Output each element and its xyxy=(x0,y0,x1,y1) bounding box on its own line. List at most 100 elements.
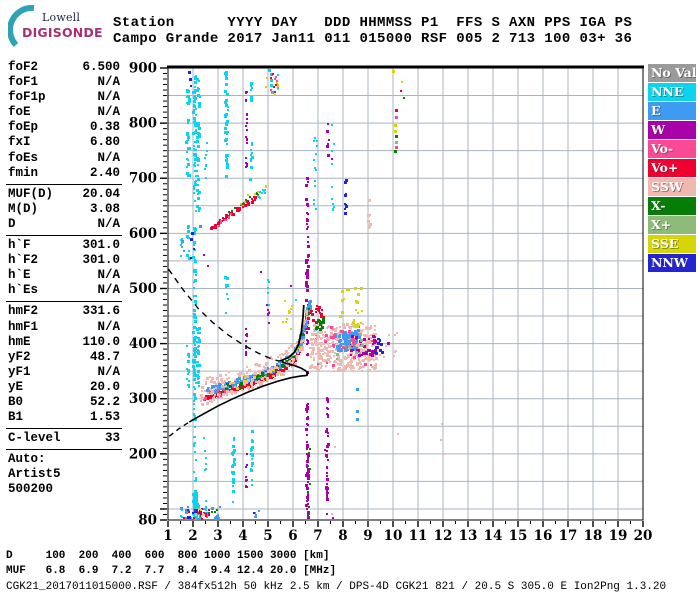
svg-text:5: 5 xyxy=(263,528,272,544)
param-label: foF2 xyxy=(8,60,39,74)
param-row-b1: B1 1.53 xyxy=(6,410,122,425)
svg-text:20: 20 xyxy=(634,528,653,544)
svg-text:7: 7 xyxy=(313,528,322,544)
param-value: N/A xyxy=(97,364,120,379)
param-label: foEp xyxy=(8,120,39,135)
legend-item-x-: X- xyxy=(648,197,696,215)
svg-text:900: 900 xyxy=(129,61,157,77)
svg-text:15: 15 xyxy=(509,528,528,544)
svg-text:4: 4 xyxy=(238,528,247,544)
param-label: yF2 xyxy=(8,349,31,364)
legend-item-ssw: SSW xyxy=(648,178,696,196)
param-label: M(D) xyxy=(8,201,39,216)
param-row-clevel: C-level 33 xyxy=(6,431,122,446)
param-row-yf2: yF2 48.7 xyxy=(6,350,122,365)
param-value: 301.0 xyxy=(82,238,120,253)
d-muf-table: D 100 200 400 600 800 1000 1500 3000 [km… xyxy=(6,549,336,578)
param-row-foe: foE N/A xyxy=(6,105,122,120)
param-value: 6.500 xyxy=(82,60,120,74)
param-label: 500200 xyxy=(8,482,54,497)
svg-text:12: 12 xyxy=(434,528,453,544)
svg-text:17: 17 xyxy=(559,528,578,544)
param-value: N/A xyxy=(97,150,120,165)
param-value: N/A xyxy=(97,268,120,283)
svg-text:9: 9 xyxy=(363,528,372,544)
header-values: Campo Grande 2017 Jan11 011 015000 RSF 0… xyxy=(113,31,633,47)
param-label: MUF(D) xyxy=(8,186,54,201)
param-value: 3.08 xyxy=(89,201,120,216)
param-row-fxi: fxI 6.80 xyxy=(6,135,122,150)
legend-item-nnw: NNW xyxy=(648,254,696,272)
param-row-b0: B0 52.2 xyxy=(6,395,122,410)
svg-text:8: 8 xyxy=(338,528,347,544)
svg-text:400: 400 xyxy=(129,336,157,352)
param-row-d: D N/A xyxy=(6,217,122,232)
param-value: 1.53 xyxy=(89,410,120,425)
svg-text:3: 3 xyxy=(213,528,222,544)
svg-text:200: 200 xyxy=(129,446,157,462)
param-value: 20.04 xyxy=(82,186,120,201)
svg-text:300: 300 xyxy=(129,391,157,407)
svg-text:11: 11 xyxy=(409,528,428,544)
svg-text:13: 13 xyxy=(459,528,478,544)
svg-text:600: 600 xyxy=(129,226,157,242)
param-row-fof1: foF1 N/A xyxy=(6,75,122,90)
header-column-labels: Station YYYY DAY DDD HHMMSS P1 FFS S AXN… xyxy=(113,15,633,31)
param-label: foF1p xyxy=(8,90,46,105)
param-value: N/A xyxy=(97,319,120,334)
svg-text:19: 19 xyxy=(609,528,628,544)
svg-text:1: 1 xyxy=(163,528,172,544)
param-row-yf1: yF1 N/A xyxy=(6,365,122,380)
param-label: h`Es xyxy=(8,283,39,298)
curve-true-height-profile xyxy=(188,361,310,423)
param-label: Auto: xyxy=(8,452,46,467)
param-row-fof1p: foF1p N/A xyxy=(6,90,122,105)
param-value: 6.80 xyxy=(89,135,120,150)
param-label: yF1 xyxy=(8,364,31,379)
parameter-group: Auto: Artist5 500200 xyxy=(6,449,122,500)
param-label: hmF2 xyxy=(8,304,39,319)
param-row-foes: foEs N/A xyxy=(6,151,122,166)
param-value: 20.0 xyxy=(89,379,120,394)
param-value: N/A xyxy=(97,90,120,105)
param-row-hmf2: hmF2 331.6 xyxy=(6,304,122,319)
svg-text:16: 16 xyxy=(534,528,553,544)
param-label: foEs xyxy=(8,150,39,165)
param-row-fmin: fmin 2.40 xyxy=(6,166,122,181)
parameter-panel: foF2 6.500 foF1 N/A foF1p N/A foE N/A foEp 0.38 fx… xyxy=(6,58,122,501)
legend-item-e: E xyxy=(648,102,696,120)
param-row-he: h`E N/A xyxy=(6,268,122,283)
param-label: h`F xyxy=(8,238,31,253)
parameter-group: foF2 6.500 foF1 N/A foF1p N/A foE N/A foEp 0.38 fx… xyxy=(6,58,122,184)
param-value: N/A xyxy=(97,105,120,120)
param-row-hme: hmE 110.0 xyxy=(6,335,122,350)
param-label: B0 xyxy=(8,394,24,409)
param-label: B1 xyxy=(8,410,24,425)
param-label: fxI xyxy=(8,135,31,150)
direction-legend: No Val NNE E W Vo- Vo+ SSW X- X+ SSE NNW xyxy=(648,64,696,273)
param-row-auto: Auto: xyxy=(6,452,122,467)
param-label: C-level xyxy=(8,431,61,446)
legend-item-vo+: Vo+ xyxy=(648,159,696,177)
param-value: 52.2 xyxy=(89,394,120,409)
param-value: 0.38 xyxy=(89,120,120,135)
param-row-fof2: foF2 6.500 xyxy=(6,60,122,75)
logo-digisonde-text: DIGISONDE xyxy=(22,25,103,40)
param-label: hmE xyxy=(8,334,31,349)
param-label: hmF1 xyxy=(8,319,39,334)
curve-hmF-dashed-asymptote xyxy=(168,268,280,362)
parameter-group: MUF(D) 20.04 M(D) 3.08 D N/A xyxy=(6,183,122,235)
parameter-group: C-level 33 xyxy=(6,428,122,449)
param-row-md: M(D) 3.08 xyxy=(6,202,122,217)
logo-lowell-text: Lowell xyxy=(42,11,81,24)
param-label: fmin xyxy=(8,165,39,180)
logo-arc-icon xyxy=(8,5,35,48)
param-label: h`E xyxy=(8,268,31,283)
parameter-group: hmF2 331.6 hmF1 N/A hmE 110.0 yF2 48.7 yF1 N/A yE 2… xyxy=(6,301,122,428)
legend-item-vo-: Vo- xyxy=(648,140,696,158)
param-row-500200: 500200 xyxy=(6,482,122,497)
svg-text:2: 2 xyxy=(188,528,197,544)
param-row-hes: h`Es N/A xyxy=(6,283,122,298)
param-value: 301.0 xyxy=(82,253,120,268)
param-value: N/A xyxy=(97,75,120,90)
